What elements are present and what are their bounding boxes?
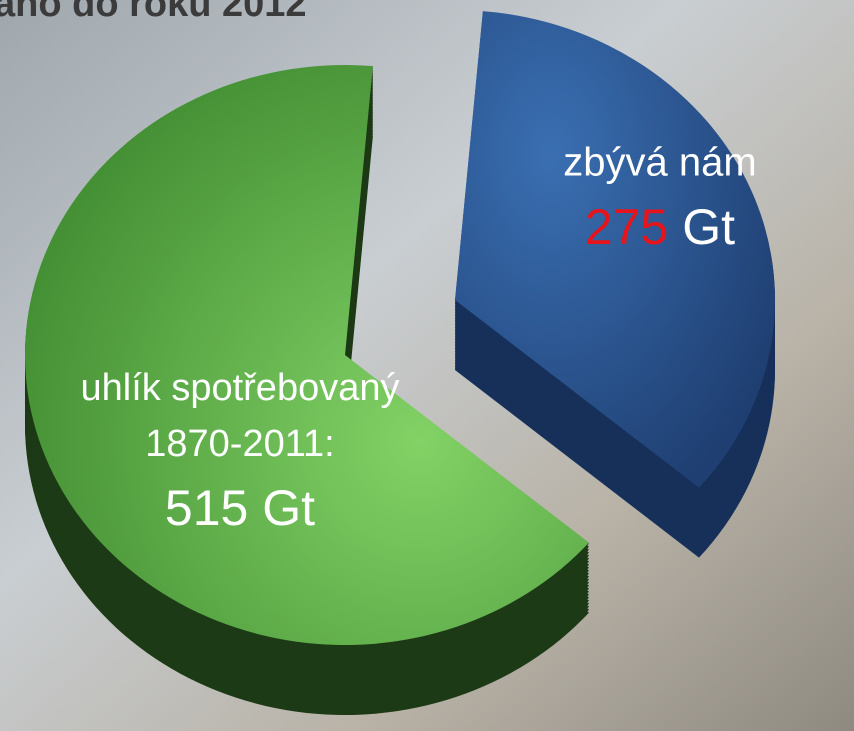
slice: [455, 11, 775, 488]
value-label: 275 Gt: [585, 199, 735, 255]
value-number: 275: [585, 199, 668, 255]
slice-label-line: uhlík spotřebovaný: [81, 367, 400, 409]
pie: uhlík spotřebovaný 1870-2011: 515 Gt zbývá …: [24, 11, 775, 716]
chart-title: ano do roku 2012: [0, 0, 307, 25]
slice-label: uhlík spotřebovaný 1870-2011:: [81, 367, 400, 465]
value-number: 515: [165, 480, 248, 536]
slice-label: zbývá nám: [563, 141, 756, 185]
value-unit: Gt: [262, 480, 315, 536]
slice: [24, 65, 589, 645]
slice-label-line: 1870-2011:: [145, 423, 334, 465]
value-label: 515 Gt: [165, 480, 315, 536]
value-unit: Gt: [682, 199, 735, 255]
